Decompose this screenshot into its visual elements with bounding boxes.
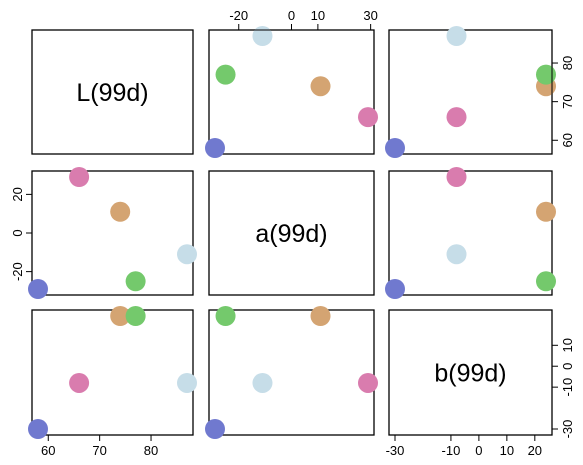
point-a-vs-L-4 (177, 244, 197, 265)
panel-frame-2-0 (31, 309, 194, 436)
right-axis-L-tick-label-0: 60 (560, 133, 575, 147)
point-a-vs-b-2 (536, 201, 556, 222)
bottom-axis-b-tick-label-2: 0 (475, 443, 482, 458)
point-L-vs-a-2 (310, 76, 331, 97)
point-L-vs-a-3 (215, 64, 236, 85)
point-b-vs-a-0 (205, 419, 225, 439)
point-a-vs-b-1 (446, 167, 467, 187)
left-axis-a-tick-label-2: 20 (10, 187, 25, 201)
bottom-axis-L-tick-label-0: 60 (41, 443, 55, 458)
bottom-axis-b-tick-label-1: -10 (442, 443, 461, 458)
panel-frame-1-0 (31, 170, 194, 296)
top-axis-a-tick-label-2: 10 (311, 8, 325, 23)
point-b-vs-a-1 (358, 372, 378, 393)
diagonal-label-a: a(99d) (255, 220, 327, 248)
point-b-vs-a-2 (310, 306, 331, 326)
right-axis-b-tick-label-1: -10 (560, 378, 575, 397)
point-L-vs-b-3 (536, 64, 556, 85)
bottom-axis-b-tick-label-4: 20 (528, 443, 542, 458)
bottom-axis-b-tick-label-0: -30 (386, 443, 405, 458)
bottom-axis-L-tick-label-2: 80 (144, 443, 158, 458)
top-axis-a-tick-label-1: 0 (288, 8, 295, 23)
point-a-vs-L-0 (28, 279, 48, 299)
right-axis-b-tick-label-2: 0 (560, 363, 575, 370)
point-L-vs-b-1 (446, 107, 467, 128)
panel-frame-0-0 (31, 29, 194, 155)
point-a-vs-L-2 (110, 201, 131, 222)
panel-frame-0-1 (208, 29, 375, 155)
point-b-vs-L-4 (177, 372, 197, 393)
point-b-vs-L-0 (28, 419, 48, 439)
bottom-axis-L-tick-label-1: 70 (92, 443, 106, 458)
point-b-vs-L-1 (69, 372, 90, 393)
top-axis-a-tick-label-3: 30 (363, 8, 377, 23)
point-L-vs-a-0 (205, 138, 225, 158)
right-axis-L-tick-label-2: 80 (560, 56, 575, 70)
panel-frame-2-1 (208, 309, 375, 436)
point-a-vs-L-1 (69, 167, 90, 187)
point-a-vs-b-4 (446, 244, 467, 265)
point-a-vs-b-0 (385, 279, 405, 299)
panel-frame-0-2 (388, 29, 553, 155)
point-a-vs-b-3 (536, 271, 556, 292)
right-axis-b-tick-label-0: -30 (560, 420, 575, 439)
panel-frame-1-2 (388, 170, 553, 296)
point-b-vs-L-2 (110, 306, 131, 326)
point-b-vs-a-3 (215, 306, 236, 326)
point-L-vs-b-4 (446, 26, 467, 46)
point-L-vs-b-0 (385, 138, 405, 158)
point-L-vs-a-4 (252, 26, 273, 46)
bottom-axis-b-tick-label-3: 10 (500, 443, 514, 458)
point-b-vs-a-4 (252, 372, 273, 393)
point-a-vs-L-3 (125, 271, 146, 292)
point-L-vs-a-1 (358, 107, 378, 128)
diagonal-label-b: b(99d) (434, 360, 506, 388)
left-axis-a-tick-label-0: -20 (10, 262, 25, 281)
top-axis-a-tick-label-0: -20 (229, 8, 248, 23)
diagonal-label-L: L(99d) (76, 79, 148, 107)
right-axis-L-tick-label-1: 70 (560, 94, 575, 108)
point-b-vs-L-3 (125, 306, 146, 326)
right-axis-b-tick-label-3: 10 (560, 338, 575, 352)
left-axis-a-tick-label-1: 0 (10, 229, 25, 236)
panel-frame-1-1 (208, 170, 375, 296)
